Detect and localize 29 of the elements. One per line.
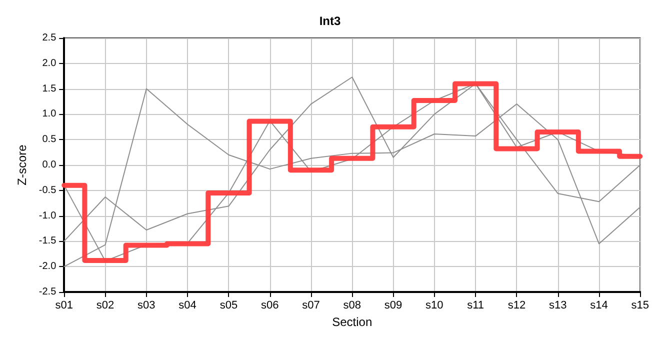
x-tick-label: s02 <box>96 300 114 312</box>
x-tick-label: s06 <box>260 300 279 312</box>
y-tick-label: -0.5 <box>38 184 57 196</box>
y-tick-label: 0.0 <box>42 160 57 170</box>
y-tick-label: 2.0 <box>42 58 57 69</box>
x-tick-label: s09 <box>384 300 402 312</box>
y-tick-label: -1.5 <box>38 236 57 247</box>
y-tick-label: -2.5 <box>38 286 57 298</box>
x-axis-title: Section <box>332 314 372 329</box>
chart-title: Int3 <box>319 14 341 28</box>
y-tick-label: 2.5 <box>42 32 57 44</box>
y-tick-label: 0.5 <box>42 134 57 146</box>
x-tick-label: s08 <box>343 300 362 312</box>
x-tick-label: s15 <box>631 300 650 312</box>
x-tick-label: s03 <box>138 300 156 312</box>
x-tick-label: s01 <box>55 300 74 312</box>
x-tick-label: s11 <box>467 300 484 312</box>
x-tick-label: s10 <box>426 300 444 312</box>
x-tick-label: s14 <box>590 300 608 312</box>
x-tick-label: s04 <box>178 300 196 312</box>
x-tick-label: s05 <box>220 300 238 312</box>
y-tick-label: 1.5 <box>42 83 57 94</box>
y-axis-title: Z-score <box>15 144 29 186</box>
y-tick-label: -1.0 <box>38 210 57 222</box>
y-tick-label: 1.0 <box>42 108 57 120</box>
x-tick-label: s13 <box>548 300 567 312</box>
x-tick-label: s12 <box>508 300 526 312</box>
y-tick-label: -2.0 <box>38 261 57 272</box>
x-tick-label: s07 <box>302 300 320 312</box>
